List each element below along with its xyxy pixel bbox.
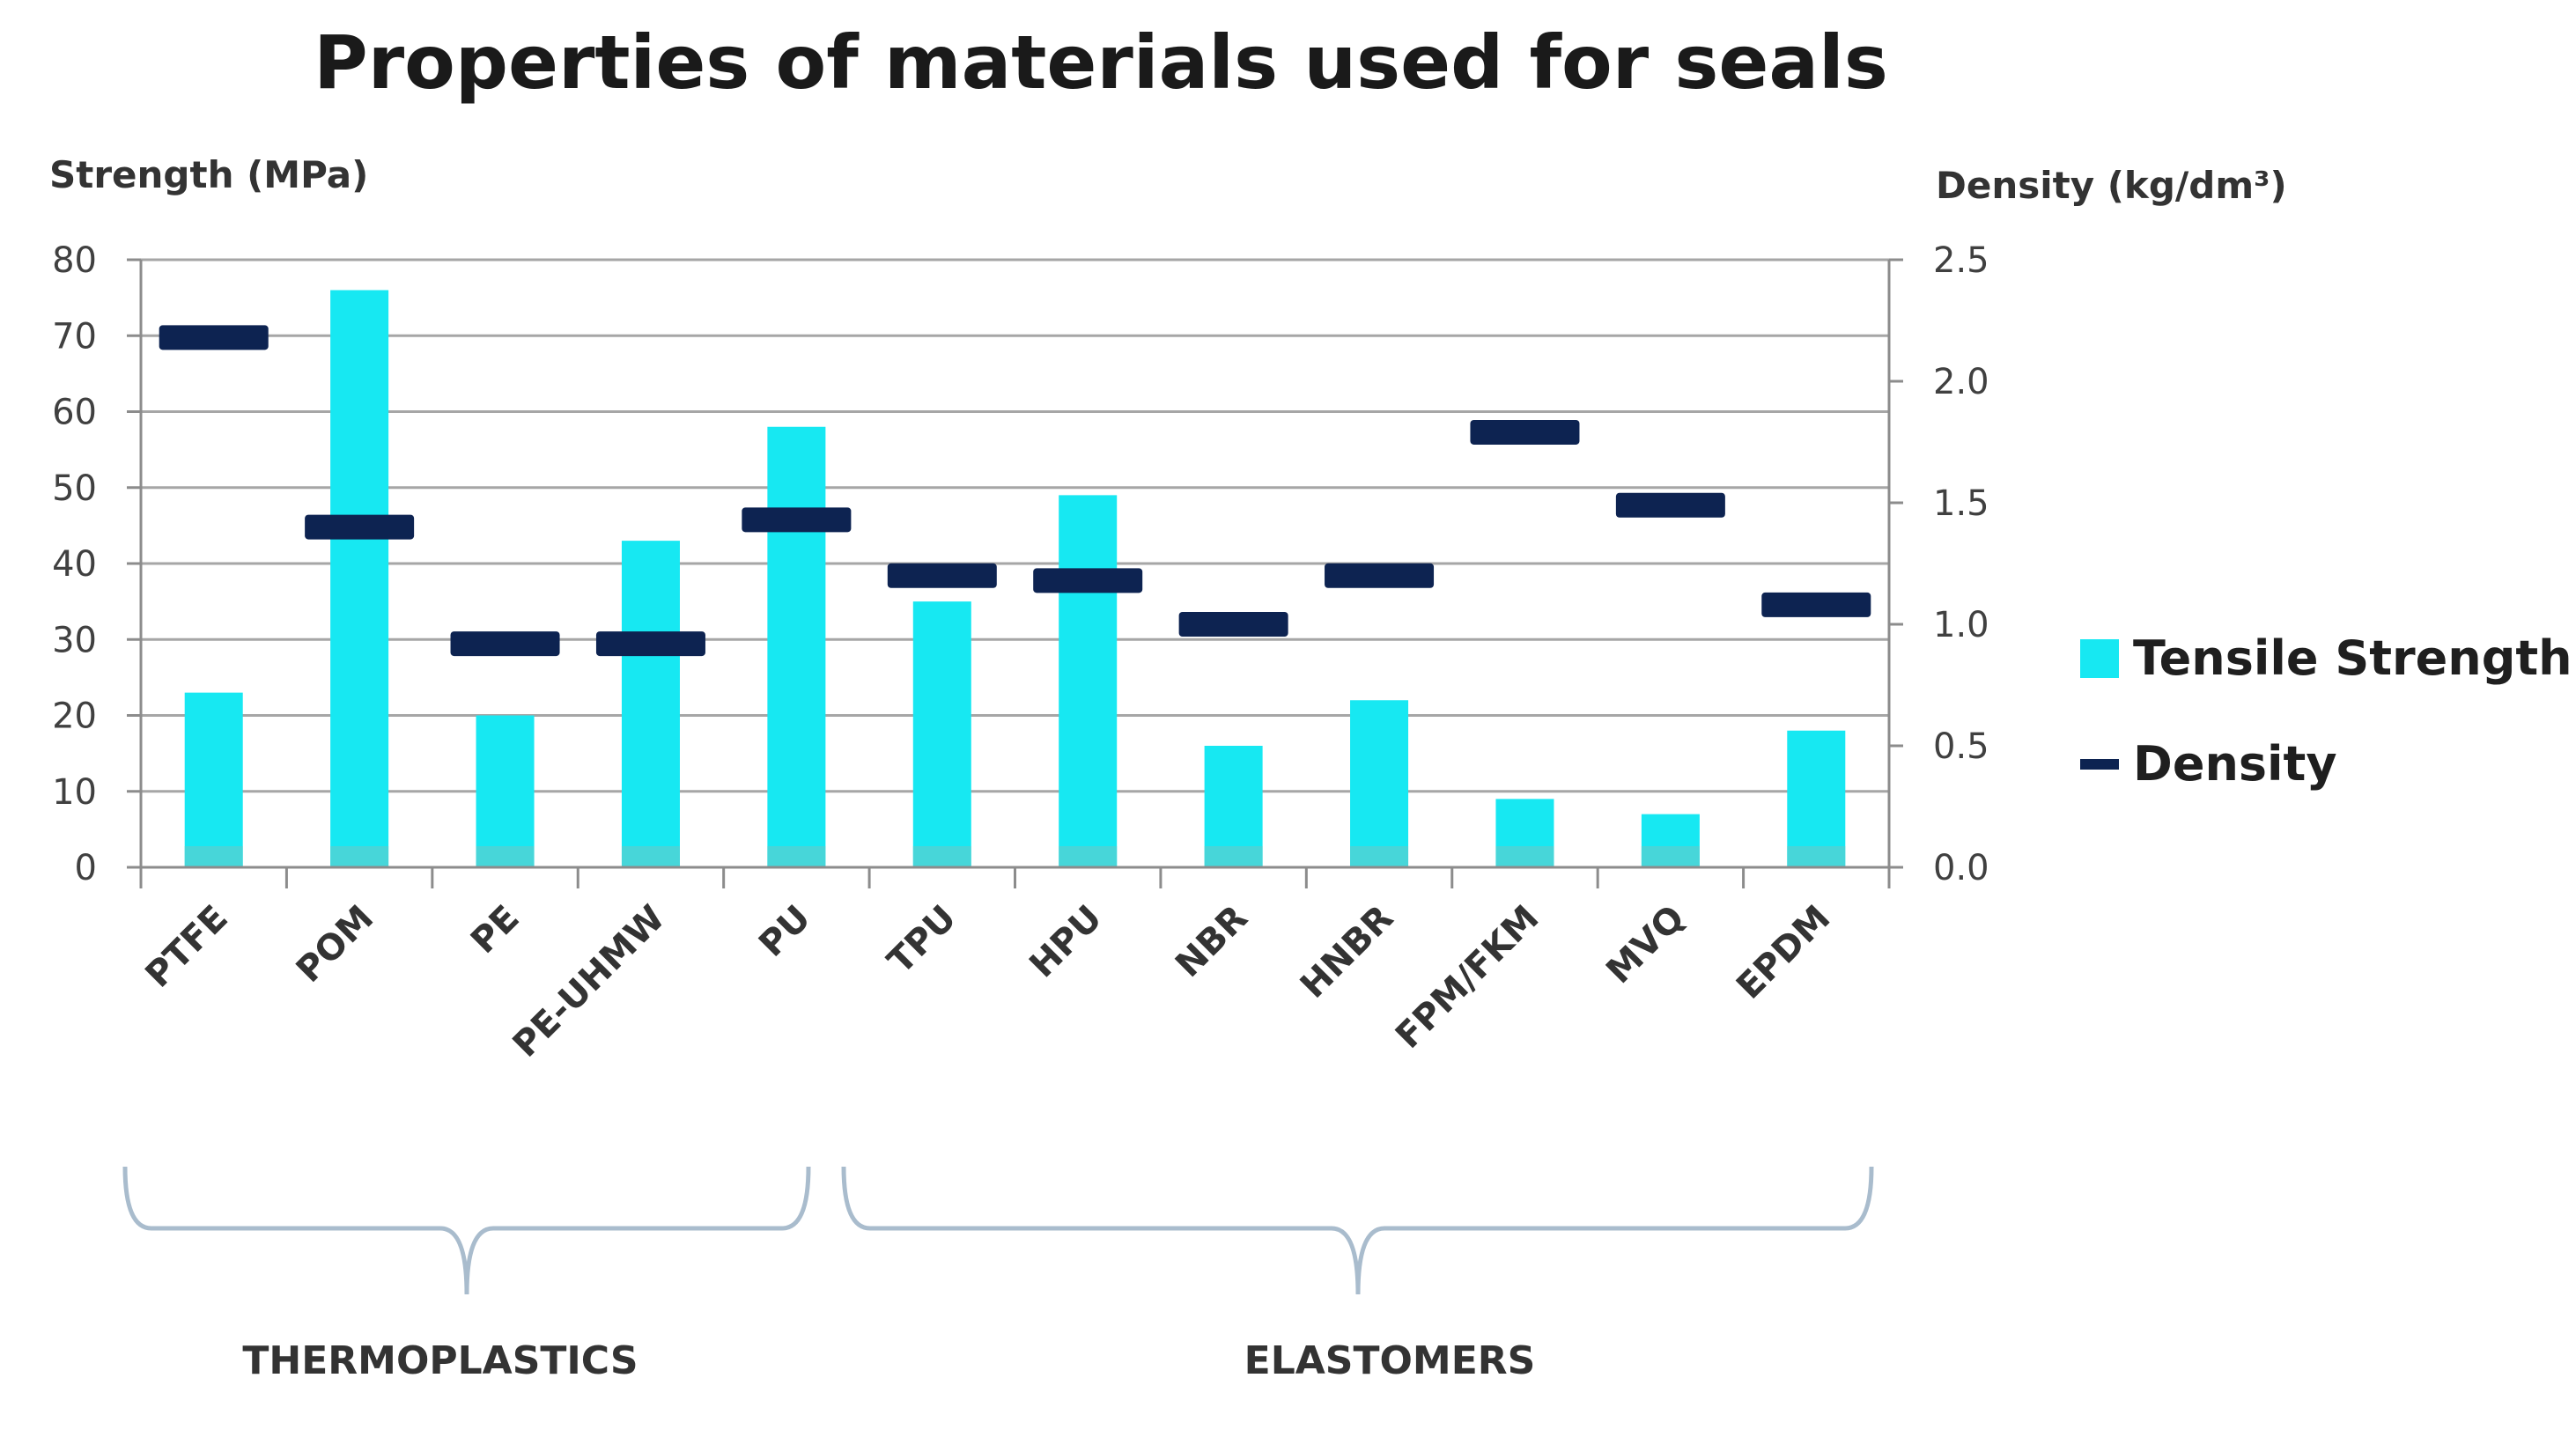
- y-tick-label-right: 0.0: [1933, 848, 1989, 888]
- density-marker: [1178, 612, 1288, 637]
- density-marker: [887, 563, 997, 588]
- y-axis-title-left: Strength (MPa): [49, 153, 368, 196]
- y-axis-right-ticks: 0.0 0.5 1.0 1.5 2.0 2.5: [1889, 240, 1989, 888]
- density-marker: [1033, 568, 1143, 593]
- bar-base-shade: [1059, 846, 1118, 867]
- density-marker: [450, 631, 560, 657]
- bar-base-shade: [912, 846, 971, 867]
- group-brace: [122, 1166, 811, 1295]
- y-tick-label-right: 2.5: [1933, 240, 1989, 281]
- bar-base-shade: [767, 846, 826, 867]
- y-tick-label-left: 50: [52, 468, 97, 509]
- density-marker: [742, 507, 852, 533]
- group-brace: [841, 1166, 1874, 1295]
- tensile-strength-bar: [476, 715, 535, 867]
- bar-base-shade: [330, 846, 389, 867]
- y-tick-label-right: 2.0: [1933, 362, 1989, 402]
- category-groups: THERMOPLASTICS ELASTOMERS: [122, 1166, 1874, 1383]
- chart-title: Properties of materials used for seals: [314, 19, 1888, 106]
- density-marker: [1325, 563, 1435, 588]
- tensile-strength-bar: [330, 290, 389, 867]
- density-marker: [159, 325, 269, 350]
- y-tick-label-left: 60: [52, 393, 97, 433]
- tensile-strength-bar: [621, 541, 680, 867]
- legend-label-tensile-strength: Tensile Strength: [2133, 630, 2572, 686]
- density-marker: [595, 631, 705, 657]
- bar-base-shade: [621, 846, 680, 867]
- tensile-strength-bar: [912, 601, 971, 867]
- y-tick-label-left: 30: [52, 620, 97, 660]
- category-label: PU: [751, 898, 818, 965]
- y-tick-label-left: 0: [75, 848, 97, 888]
- y-tick-label-right: 1.5: [1933, 483, 1989, 524]
- legend: Tensile Strength Density: [2080, 630, 2572, 792]
- y-tick-label-left: 80: [52, 240, 97, 281]
- y-axis-left-ticks: 0 10 20 30 40 50 60 70 80: [52, 240, 141, 888]
- legend-swatch-tensile-strength: [2080, 639, 2119, 678]
- bar-base-shade: [1204, 846, 1263, 867]
- axes: [139, 260, 1891, 888]
- category-label: PTFE: [138, 898, 236, 996]
- y-tick-label-left: 10: [52, 772, 97, 813]
- category-label: HPU: [1022, 898, 1110, 986]
- density-marker: [1470, 419, 1580, 445]
- y-tick-label-right: 1.0: [1933, 605, 1989, 645]
- legend-swatch-density: [2080, 759, 2119, 770]
- gridlines: [141, 258, 1889, 793]
- group-label: ELASTOMERS: [1244, 1338, 1536, 1383]
- density-markers: [159, 325, 1871, 657]
- bar-base-shade: [1641, 846, 1700, 867]
- y-tick-label-left: 70: [52, 316, 97, 357]
- category-label: FPM/FKM: [1388, 898, 1546, 1057]
- bar-base-shade: [1787, 846, 1846, 867]
- bar-base-shade: [184, 846, 243, 867]
- legend-label-density: Density: [2133, 736, 2337, 792]
- tensile-strength-bar: [1787, 730, 1846, 867]
- category-label: POM: [289, 898, 381, 991]
- category-label: HNBR: [1293, 898, 1401, 1006]
- category-label: PE: [463, 898, 528, 962]
- group-label: THERMOPLASTICS: [242, 1338, 638, 1383]
- tensile-strength-bar: [1350, 700, 1409, 867]
- tensile-strength-bar: [1059, 495, 1118, 867]
- density-marker: [1615, 492, 1725, 518]
- density-marker: [1761, 592, 1871, 617]
- bar-base-shade: [1495, 846, 1554, 867]
- category-label: MVQ: [1598, 898, 1693, 992]
- tensile-strength-bars: [184, 290, 1846, 867]
- y-tick-label-left: 40: [52, 544, 97, 585]
- y-axis-title-right: Density (kg/dm³): [1936, 164, 2287, 207]
- category-label: NBR: [1168, 898, 1256, 986]
- tensile-strength-bar: [767, 426, 826, 867]
- category-label: EPDM: [1729, 898, 1838, 1007]
- bar-base-shade: [1350, 846, 1409, 867]
- bar-base-shade: [476, 846, 535, 867]
- tensile-strength-bar: [184, 692, 243, 867]
- density-marker: [305, 514, 415, 540]
- y-tick-label-left: 20: [52, 696, 97, 737]
- category-label: TPU: [880, 898, 964, 983]
- category-label: PE-UHMW: [506, 898, 673, 1065]
- y-tick-label-right: 0.5: [1933, 726, 1989, 767]
